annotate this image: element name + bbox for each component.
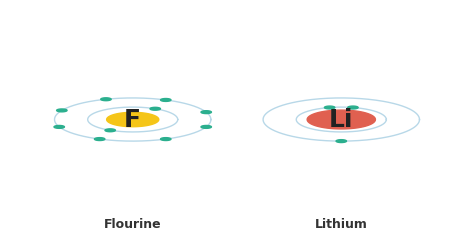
Polygon shape bbox=[150, 107, 160, 110]
Text: Lithium: Lithium bbox=[315, 218, 368, 231]
Polygon shape bbox=[107, 112, 159, 127]
Polygon shape bbox=[105, 129, 115, 132]
Text: Flourine: Flourine bbox=[104, 218, 162, 231]
Polygon shape bbox=[201, 125, 211, 128]
Polygon shape bbox=[348, 106, 358, 109]
Polygon shape bbox=[336, 140, 346, 142]
Polygon shape bbox=[161, 99, 171, 101]
Polygon shape bbox=[201, 111, 211, 114]
Text: F: F bbox=[124, 108, 141, 131]
Polygon shape bbox=[324, 106, 335, 109]
Polygon shape bbox=[94, 138, 105, 140]
Polygon shape bbox=[54, 125, 64, 128]
Polygon shape bbox=[307, 110, 375, 129]
Polygon shape bbox=[56, 109, 67, 112]
Polygon shape bbox=[101, 98, 111, 101]
Text: Li: Li bbox=[329, 108, 354, 131]
Polygon shape bbox=[161, 138, 171, 140]
